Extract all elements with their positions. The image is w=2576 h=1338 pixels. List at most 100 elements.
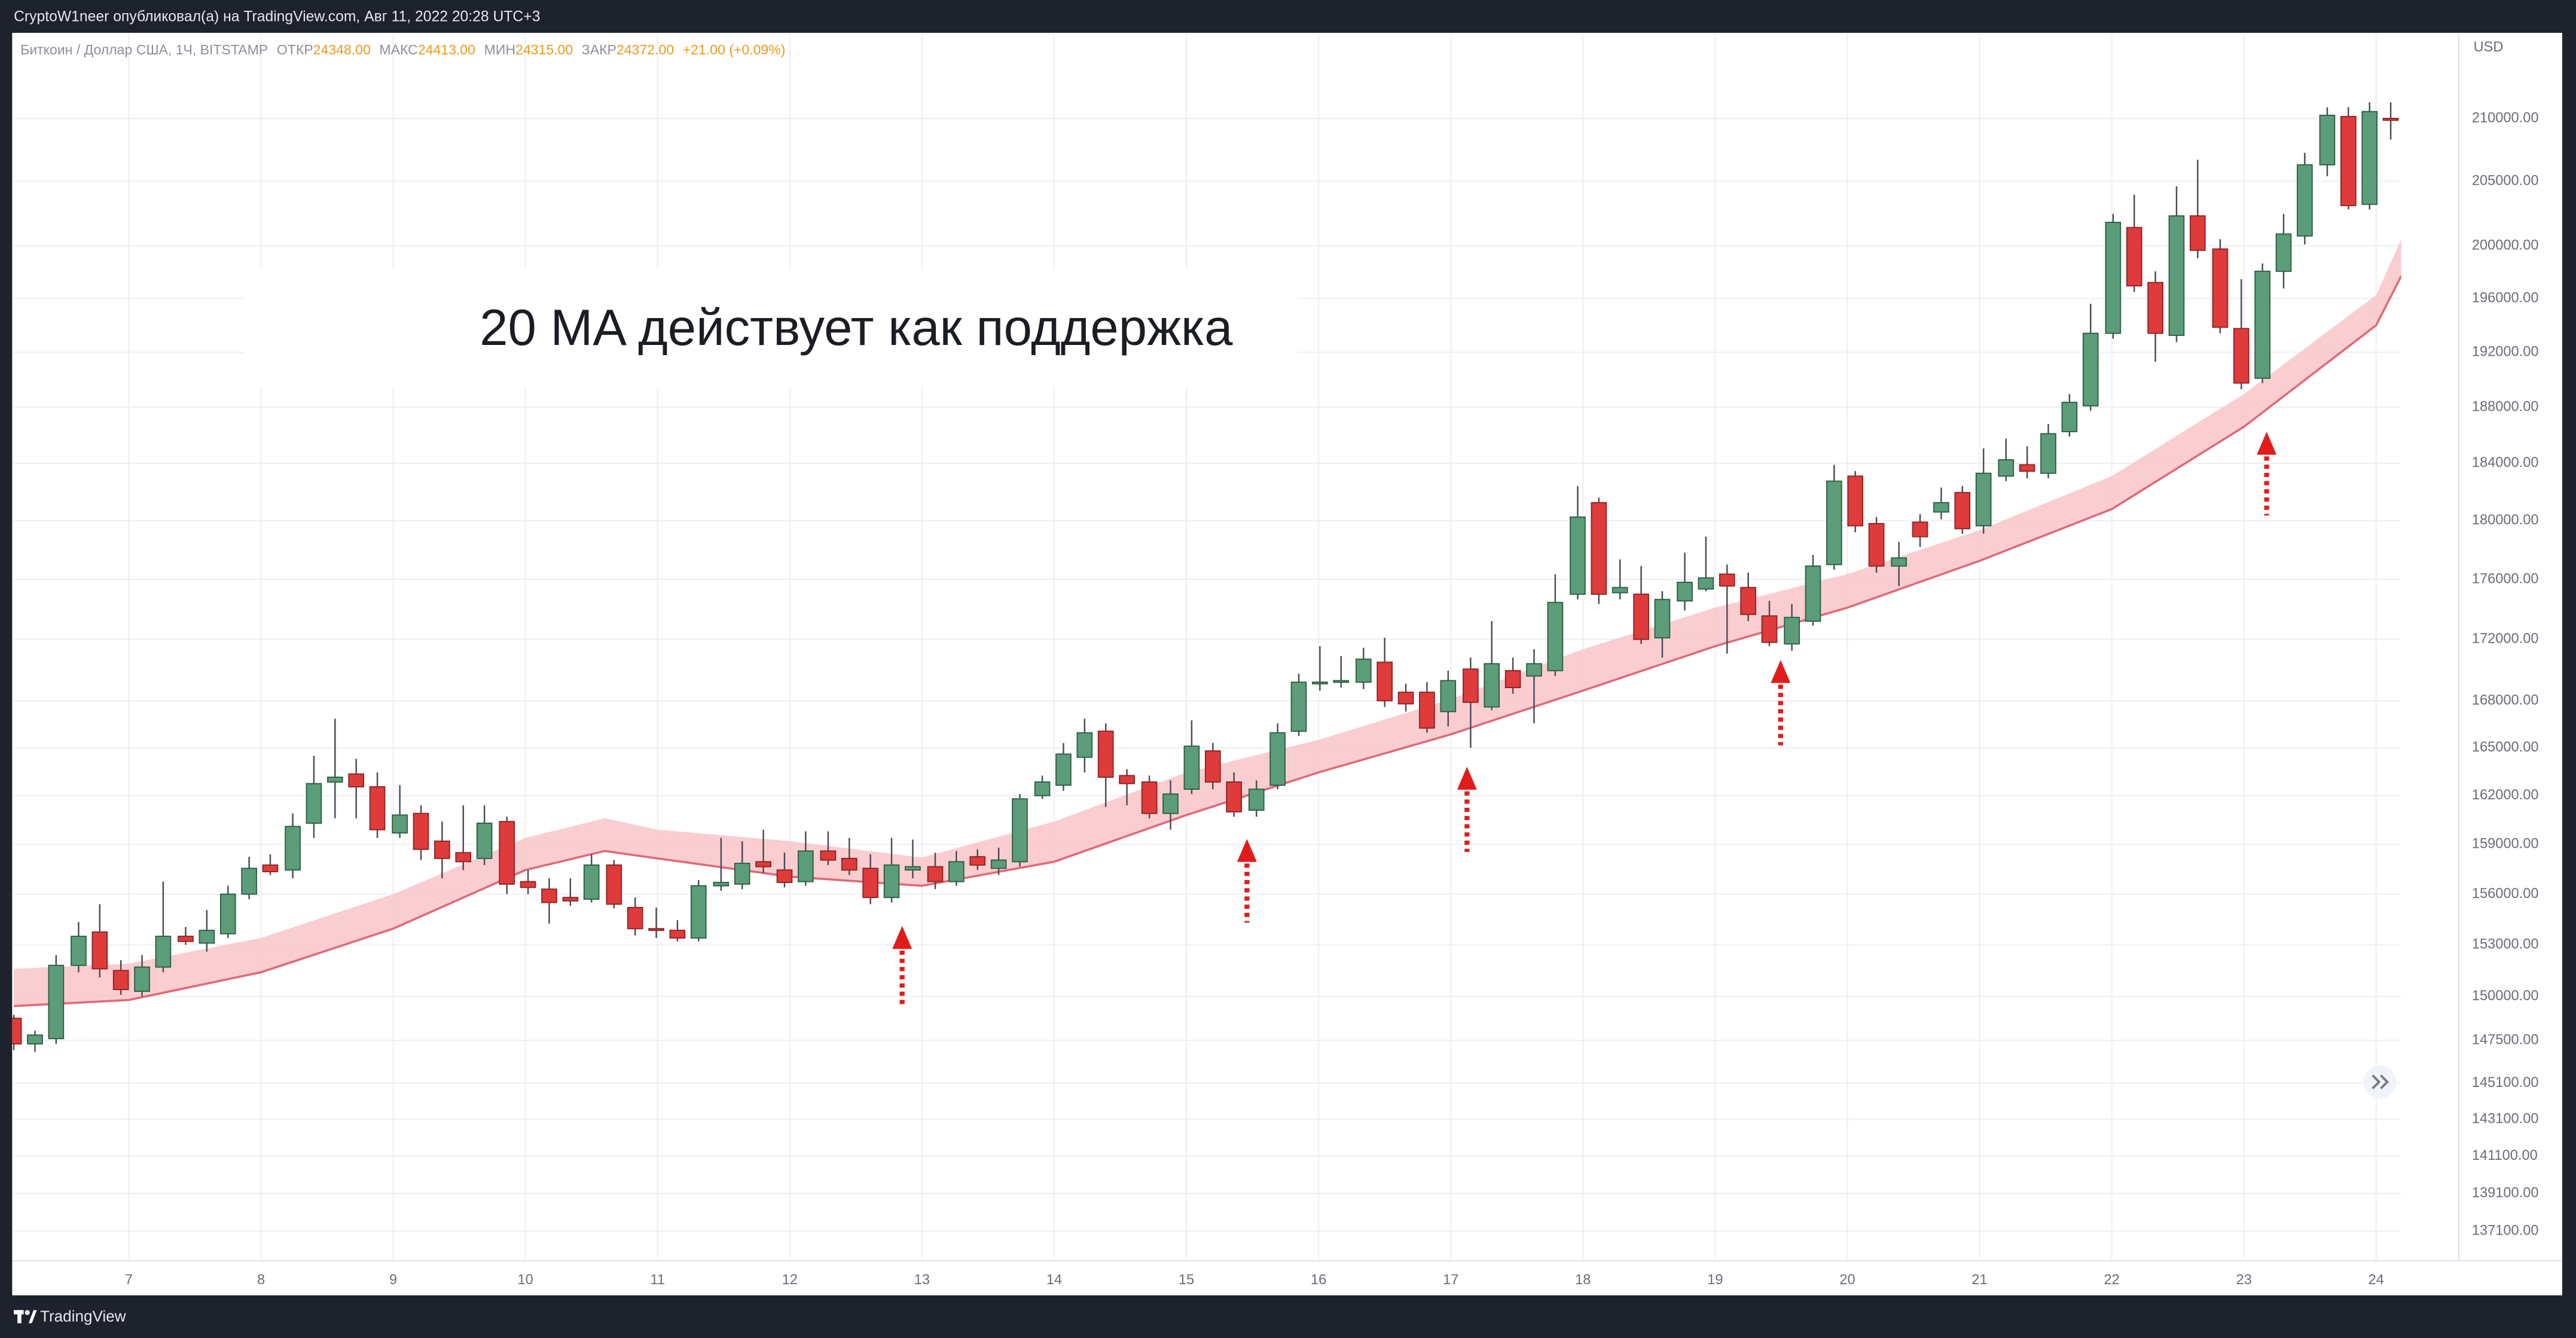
candle-body-up [883,864,900,899]
candle-body-down [2126,227,2142,287]
symbol: Биткоин / Доллар США, 1Ч, BITSTAMP [20,42,268,57]
y-tick-label: 192000.00 [2472,344,2539,359]
publish-header: CryptoW1neer опубликовал(а) на TradingVi… [14,8,540,25]
y-tick-label: 196000.00 [2472,290,2539,306]
x-tick-label: 13 [914,1272,930,1288]
x-tick-label: 7 [125,1272,133,1288]
arrow-head [1457,766,1477,790]
candle-body-up [2275,233,2292,272]
candle-body-up [2254,270,2271,379]
candle-body-up [734,863,750,885]
y-tick-label: 165000.00 [2472,740,2539,755]
axes: 210000.00205000.00200000.00196000.001920… [125,110,2539,1288]
arrow-head [1237,839,1257,862]
x-tick-label: 18 [1575,1272,1591,1288]
button-icon[interactable] [2371,1074,2389,1089]
candle-body-up [1975,472,1992,527]
candle-body-up [1933,502,1949,513]
candle-body-up [2361,111,2378,205]
candle-body-up [1891,557,1907,567]
candle-body-down [776,869,793,883]
candle-body-up [2040,433,2056,474]
legend: Биткоин / Доллар США, 1Ч, BITSTAMP ОТКР2… [20,42,785,57]
candle-body-up [905,866,921,871]
logo-part [25,1310,30,1315]
candle-body-up [713,882,730,887]
open-value: 24348.00 [313,42,371,57]
candle-body-up [798,850,814,882]
candle-body-up [219,893,236,934]
candle-body-down [1204,750,1221,783]
candle-body-up [1034,781,1051,796]
x-tick-label: 19 [1707,1272,1723,1288]
chart-title: 20 MA действует как поддержка [480,300,1233,356]
candle-body-up [1998,459,2015,477]
x-tick-label: 22 [2104,1272,2119,1288]
candle-body-down [1119,775,1135,784]
candle-body-down [1740,586,1757,615]
candle-body-down [820,850,837,861]
candle-body-up [476,822,493,859]
y-tick-label: 210000.00 [2472,110,2539,126]
support-arrows [892,432,2277,1007]
y-tick-label: 156000.00 [2472,886,2539,902]
x-tick-label: 15 [1179,1272,1194,1288]
candle-body-up [1162,793,1179,814]
candle-body-down [1463,668,1479,703]
x-tick-label: 20 [1839,1272,1855,1288]
high-label: МАКС [379,42,417,57]
candle-body-up [1076,732,1093,758]
y-tick-label: 205000.00 [2472,173,2539,188]
candle-body-up [1677,582,1693,602]
candle-body-down [1504,670,1521,689]
candle-body-down [1591,502,1607,595]
candle-body-down [112,970,129,991]
candle-body-down [2382,118,2399,121]
candle-body-up [1183,746,1200,790]
x-tick-label: 8 [257,1272,265,1288]
candle-body-down [2212,248,2229,328]
candle-body-up [1012,798,1028,863]
candle-body-down [1847,475,1864,527]
y-tick-label: 139100.00 [2472,1185,2539,1200]
candle-body-down [648,928,664,931]
title-box [243,269,1298,388]
scroll-to-realtime-button[interactable] [2363,1065,2397,1099]
candle-body-up [1570,516,1586,595]
candle-body-up [1484,663,1500,708]
open-label: ОТКР [277,42,313,57]
candle-body-up [1290,682,1307,732]
candle-body-up [392,814,408,834]
candle-body-down [606,864,622,905]
candle-body-up [1312,682,1328,685]
candle-body-down [627,907,643,930]
y-tick-label: 141100.00 [2472,1148,2538,1163]
y-tick-label: 137100.00 [2472,1223,2539,1239]
candle-body-up [1269,732,1286,786]
candle-body-up [2061,402,2078,432]
arrow-head [892,925,912,949]
y-tick-label: 162000.00 [2472,787,2539,803]
candle-body-up [27,1034,43,1045]
plot-area [12,102,2401,1052]
candle-body-down [12,1018,22,1045]
low-label: МИН [484,42,515,57]
candle-body-down [369,786,386,830]
x-tick-label: 14 [1046,1272,1062,1288]
change-value: +21.00 (+0.09%) [683,42,786,57]
candle-body-up [1248,789,1265,811]
candle-body-down [1954,491,1971,530]
candle-body-down [862,867,879,899]
logo-part [28,1310,37,1324]
footer-brand: TradingView [40,1308,126,1325]
candle-body-down [1633,593,1649,640]
y-tick-label: 184000.00 [2472,455,2539,471]
candle-body-up [990,859,1007,869]
candle-body-down [1868,523,1885,567]
y-tick-label: 168000.00 [2472,692,2539,708]
candle-body-up [948,861,965,882]
candle-body-down [2189,215,2206,251]
candle-body-up [583,864,600,900]
y-tick-label: 188000.00 [2472,399,2539,414]
